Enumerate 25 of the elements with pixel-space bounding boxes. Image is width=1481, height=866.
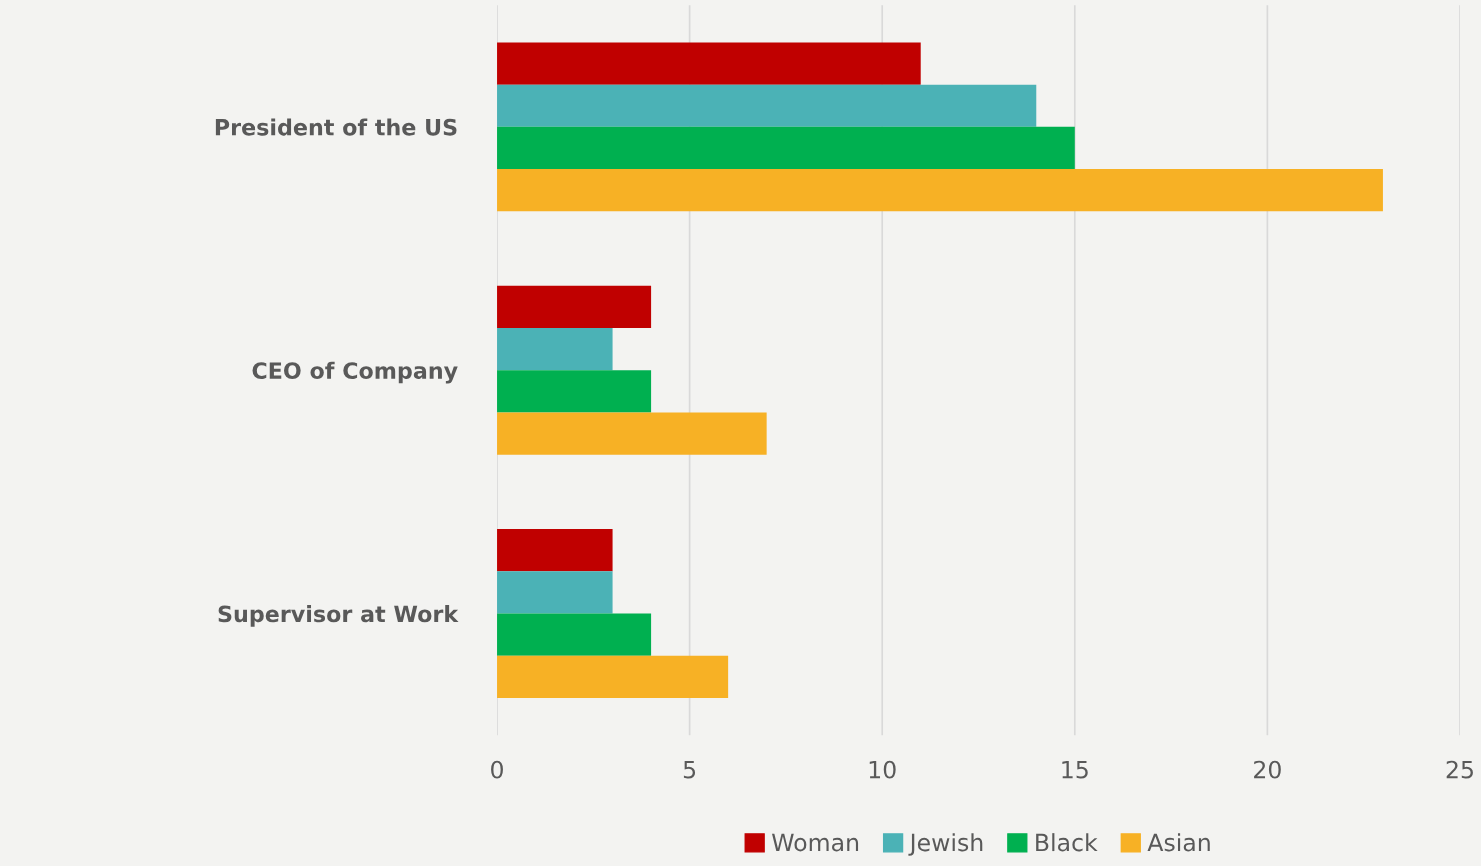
legend-label: Jewish (908, 833, 983, 856)
legend-label: Woman (772, 833, 859, 852)
x-tick-label: 10 (869, 760, 896, 779)
x-tick-label: 5 (683, 760, 696, 779)
legend-label: Asian (1147, 833, 1210, 852)
y-tick-label: Supervisor at Work (218, 605, 459, 627)
bar (497, 529, 613, 572)
bar (497, 571, 613, 614)
x-tick-label: 15 (1062, 760, 1088, 779)
legend-label: Black (1036, 833, 1098, 852)
bar (497, 126, 1075, 170)
x-tick-label: 25 (1446, 760, 1473, 779)
x-tick-label: 20 (1254, 760, 1281, 779)
bar (497, 655, 729, 698)
bar (497, 42, 921, 85)
bar (497, 613, 652, 656)
y-tick-label: CEO of Company (252, 361, 458, 384)
bar (497, 285, 652, 328)
bar (497, 84, 1037, 127)
bar (497, 169, 1383, 212)
y-tick-label: President of the US (215, 118, 457, 136)
x-tick-label: 0 (491, 760, 503, 779)
bar (497, 327, 613, 371)
bar (497, 370, 652, 413)
bar (497, 412, 767, 455)
